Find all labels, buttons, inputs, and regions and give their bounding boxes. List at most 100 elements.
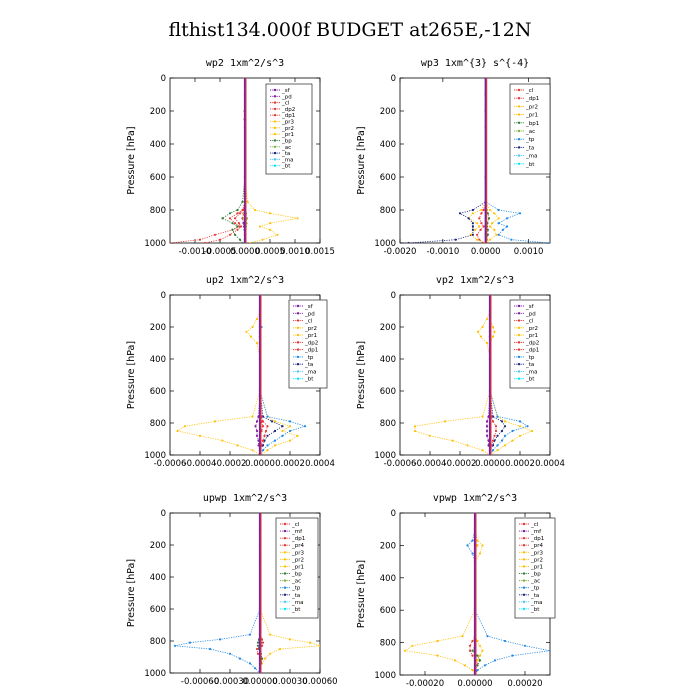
legend-label-pr2: _pr2 [530, 557, 543, 563]
legend-label-dp2: _dp2 [304, 340, 318, 346]
series-point-pr1 [251, 415, 254, 418]
legend: _sf_pd _cl_pr2_pr1_dp2 _dp1_tp_ta_ma _bt [288, 299, 328, 389]
series-point-pr2 [318, 644, 320, 647]
series-point-tp [266, 415, 269, 418]
legend-label-ma: _ma [304, 369, 316, 375]
series-point-dp2 [237, 222, 241, 225]
legend: _cl_mf_dp1_pr4_pr3_pr2_pr1 _bp_ac_tp_ta_m… [514, 517, 556, 619]
y-tick-label: 400 [380, 574, 396, 584]
legend-marker-bt [517, 377, 521, 380]
figure-title: flthist134.000f BUDGET at265E,-12N [169, 19, 532, 41]
legend-label-ta: _ta [530, 593, 539, 599]
series-point-pr2 [471, 669, 474, 672]
series-point-bp [241, 241, 244, 243]
legend-marker-pr2 [273, 126, 277, 130]
legend-marker-pr3 [522, 551, 526, 554]
legend-label-ta: _ta [525, 362, 534, 368]
series-point-cl [170, 241, 172, 243]
series-point-pr1 [236, 444, 239, 447]
series-point-pr1 [221, 439, 224, 442]
series-point-pr2 [491, 222, 494, 225]
series-point-ta [471, 228, 474, 231]
legend-marker-pr1 [296, 333, 300, 337]
y-tick-label: 400 [150, 140, 166, 150]
legend-marker-bt [273, 164, 277, 167]
legend-label-bp: _bp [291, 572, 302, 578]
x-tick-label: -0.0006 [384, 459, 417, 469]
legend-label-pd: _pd [281, 94, 292, 100]
panel-title: wp2 1xm^2/s^3 [206, 58, 284, 69]
y-tick-label: 800 [150, 637, 166, 647]
legend-marker-ac [273, 145, 277, 148]
series-point-pr2 [511, 439, 514, 442]
series-point-tp [273, 439, 277, 442]
series-point-tp [471, 552, 474, 555]
series-point-pr4 [471, 654, 474, 657]
series-point-pr2 [481, 544, 484, 547]
series-point-cl [266, 425, 269, 428]
series-point-pr2 [495, 233, 498, 236]
legend-marker-ac [522, 579, 526, 582]
x-tick-label: -0.00020 [406, 679, 444, 689]
series-point-pd [485, 420, 489, 423]
series-point-pd [485, 429, 489, 433]
series-line-pr1 [414, 295, 491, 455]
series-point-pr2 [263, 657, 267, 660]
series-point-tp [497, 233, 500, 236]
legend-marker-mf [522, 529, 526, 533]
series-line-tp [466, 513, 550, 675]
legend-label-tp: _tp [525, 355, 535, 361]
series-point-ta [471, 233, 474, 236]
series-point-cl [482, 208, 485, 212]
series-point-cl [482, 225, 485, 228]
series-point-pr1 [413, 429, 417, 433]
y-axis-label: Pressure [hPa] [356, 126, 367, 194]
legend-marker-dp2 [296, 341, 300, 344]
series-point-pr1 [485, 317, 489, 321]
legend-marker-pr4 [283, 544, 287, 547]
legend-label-ma: _ma [525, 369, 537, 375]
legend-label-pr4: _pr4 [530, 543, 544, 549]
series-group [176, 295, 307, 455]
series-point-pr1 [261, 238, 264, 241]
series-point-ta [496, 434, 499, 437]
series-point-pr1 [258, 225, 262, 228]
x-tick-label: -0.0020 [384, 247, 417, 257]
legend-label-ac: _ac [530, 579, 540, 585]
series-point-pr2 [308, 641, 312, 644]
series-point-tp [511, 654, 514, 657]
legend-label-tp: _tp [304, 355, 314, 361]
series-point-tp [173, 644, 177, 647]
series-point-pr2 [268, 633, 272, 636]
legend-marker-pr2 [522, 558, 526, 561]
legend-marker-ta [296, 362, 300, 366]
series-point-ta [467, 217, 470, 220]
y-tick-label: 0 [161, 291, 166, 301]
series-point-ta [500, 420, 504, 423]
legend-marker-dp1 [273, 114, 277, 117]
series-point-pr1 [466, 444, 469, 447]
legend-label-pr3: _pr3 [291, 550, 305, 556]
y-tick-label: 400 [380, 140, 396, 150]
series-point-pr1 [481, 449, 484, 452]
series-point-bp [228, 212, 232, 215]
legend-marker-dp2 [517, 341, 521, 344]
series-point-bp1 [486, 228, 489, 231]
series-point-ta [454, 238, 457, 241]
legend-marker-cl [283, 522, 287, 526]
series-point-pr1 [268, 222, 272, 225]
series-point-pr2 [411, 644, 414, 647]
series-point-pr2 [476, 539, 479, 542]
legend-marker-cl [273, 101, 277, 104]
legend-marker-ta [517, 362, 521, 366]
y-tick-label: 1000 [144, 239, 166, 249]
legend-marker-bp [283, 572, 287, 575]
series-point-tp [248, 662, 252, 665]
legend-label-sf: _sf [525, 304, 535, 310]
legend-label-cl: _cl [525, 88, 534, 94]
series-point-bp [238, 238, 242, 241]
series-point-tp [238, 657, 242, 660]
legend-marker-tp [283, 586, 287, 589]
series-point-tp [483, 664, 487, 667]
series-point-pr4 [468, 644, 472, 647]
